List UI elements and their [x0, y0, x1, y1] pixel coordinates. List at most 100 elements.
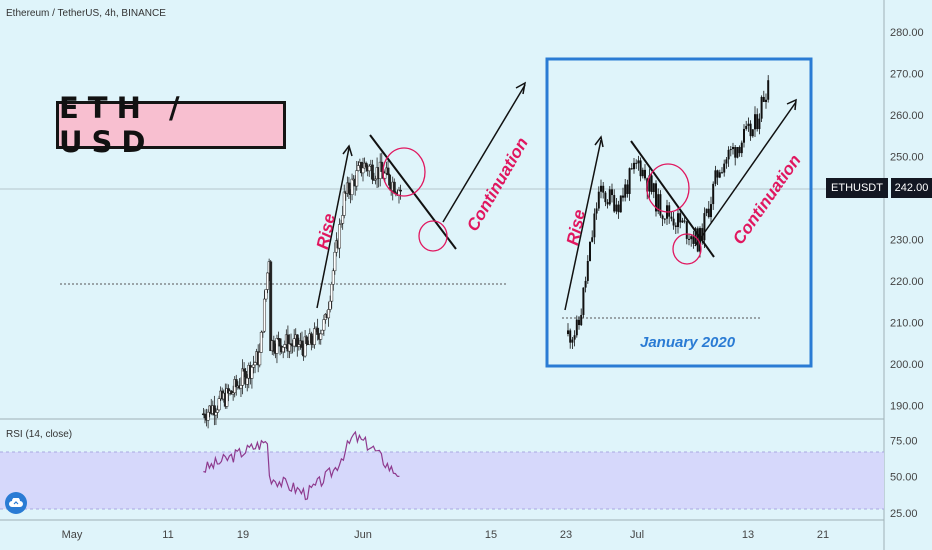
inset-candle-body [619, 195, 622, 213]
candle-body [214, 412, 218, 416]
inset-candle-body [650, 175, 653, 193]
rise-arrow-right [564, 139, 602, 311]
inset-candle-body [637, 160, 640, 164]
candle-body [392, 181, 396, 193]
price-tick-label: 200.00 [890, 359, 924, 371]
rise-arrow-left [316, 147, 350, 309]
price-tick-label: 260.00 [890, 110, 924, 122]
tradingview-cloud-icon[interactable] [5, 492, 27, 514]
inset-candle-body [738, 147, 741, 154]
candle-body [342, 191, 346, 216]
candle-body [217, 398, 221, 411]
inset-candle-body [617, 204, 620, 213]
candle-body [275, 338, 279, 354]
inset-candle-body [734, 147, 737, 158]
current-price-tag: 242.00 [891, 178, 932, 198]
price-axis: 280.00 270.00 260.00 250.00 230.00 220.00 210.… [890, 27, 924, 413]
inset-candle-body [762, 96, 765, 102]
inset-candle-body [615, 204, 618, 212]
rsi-indicator-label[interactable]: RSI (14, close) [6, 429, 73, 440]
inset-candle-body [758, 118, 761, 130]
time-tick-label: May [62, 529, 83, 541]
inset-candle-body [639, 160, 642, 177]
candle-body [259, 331, 263, 353]
price-tick-label: 250.00 [890, 152, 924, 164]
inset-candle-body [633, 162, 635, 170]
inset-candle-body [578, 319, 580, 326]
time-tick-label: Jul [630, 529, 644, 541]
inset-candle-body [604, 192, 607, 203]
downtrend-line-right [630, 140, 715, 258]
inset-candle-body [641, 169, 644, 177]
inset-candle-body [600, 185, 602, 192]
symbol-price-tag: ETHUSDT [826, 178, 888, 198]
candle-body [206, 411, 210, 421]
inset-candle-body [622, 195, 624, 198]
inset-candle-body [710, 204, 712, 218]
inset-candle-body [602, 185, 605, 193]
main-candles [201, 152, 402, 429]
inset-candle-body [736, 147, 739, 158]
downtrend-line-left [369, 134, 457, 250]
inset-candle-body [652, 183, 655, 193]
inset-candle-body [714, 170, 717, 184]
inset-candle-body [630, 168, 633, 170]
inset-candle-body [606, 202, 609, 205]
inset-candle-body [718, 172, 721, 178]
inset-candle-body [567, 330, 569, 334]
inset-candle-body [575, 319, 578, 336]
inset-candle-body [692, 236, 695, 244]
rise-arrow-left-head [342, 144, 353, 157]
inset-candle-body [613, 195, 616, 212]
inset-candle-body [677, 213, 679, 228]
candle-body [347, 182, 351, 194]
price-tick-label: 210.00 [890, 318, 924, 330]
inset-candle-body [628, 168, 631, 194]
rise-arrow-right-head [594, 135, 604, 148]
candle-body [203, 413, 207, 419]
inset-candle-body [624, 184, 627, 198]
circle-bottom-right [672, 233, 702, 265]
time-tick-label: 15 [485, 529, 497, 541]
inset-candle-body [573, 335, 576, 340]
candle-body [364, 162, 368, 168]
candle-body [313, 328, 316, 345]
inset-candle-body [608, 189, 611, 205]
inset-candle-body [655, 183, 657, 212]
candle-body [333, 251, 337, 272]
candle-body [264, 289, 268, 300]
time-tick-label: Jun [354, 529, 372, 541]
rsi-tick-label: 75.00 [890, 435, 918, 447]
inset-frame [545, 57, 813, 368]
candle-body [262, 298, 266, 332]
time-axis: May 11 19 Jun 15 23 Jul 13 21 [62, 529, 830, 541]
candle-body [367, 165, 371, 172]
inset-candle-body [597, 191, 600, 209]
candle-body [266, 272, 270, 290]
continuation-arrow-right [694, 101, 797, 247]
candle-body [319, 333, 323, 340]
inset-candle-body [589, 241, 591, 261]
rsi-axis: 75.00 50.00 25.00 [890, 435, 918, 520]
time-tick-label: 13 [742, 529, 754, 541]
symbol-title: Ethereum / TetherUS, 4h, BINANCE [6, 8, 166, 19]
inset-candle-body [659, 194, 662, 216]
inset-candle-body [661, 215, 664, 219]
inset-candle-body [663, 218, 666, 220]
inset-candle-body [679, 213, 682, 223]
inset-candle-body [681, 220, 684, 223]
inset-candle-body [721, 172, 723, 174]
inset-candle-body [707, 208, 710, 218]
inset-candle-body [611, 189, 613, 196]
inset-candle-body [683, 220, 686, 222]
inset-candle-body [727, 149, 730, 160]
inset-candle-body [674, 225, 677, 228]
candle-body [330, 283, 334, 302]
rsi-band [0, 452, 884, 509]
candle-body [300, 340, 304, 348]
continuation-arrow-left [442, 84, 526, 223]
continuation-arrow-right-head [786, 98, 797, 111]
candle-body [350, 178, 354, 195]
inset-candle-body [760, 96, 763, 119]
price-tick-label: 230.00 [890, 235, 924, 247]
